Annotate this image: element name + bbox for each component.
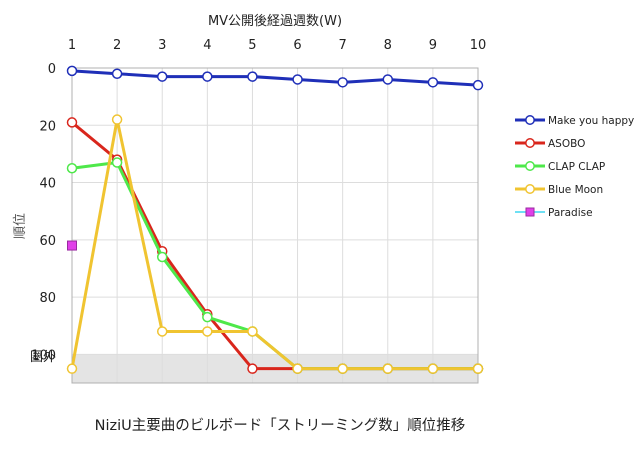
x-tick-label: 8 [384, 38, 392, 53]
line-chart: MV公開後経過週数(W) 1 2 3 4 5 6 7 8 9 10 0 20 40 60 80 100 圏外… [13, 14, 634, 384]
plot-border [71, 67, 479, 384]
data-point [247, 326, 258, 337]
data-point [247, 363, 258, 374]
data-point [66, 363, 78, 374]
legend: Make you happy ASOBO CLAP CLAP Blue Moon Par… [515, 115, 634, 219]
data-point [292, 74, 303, 85]
data-point [472, 79, 484, 91]
plot-background [72, 68, 478, 383]
legend-marker [525, 115, 535, 125]
series [66, 65, 484, 91]
data-point [382, 363, 394, 374]
data-point [292, 363, 303, 374]
data-point [66, 65, 78, 77]
data-point [427, 363, 439, 374]
series-layer [66, 65, 484, 374]
data-point [111, 157, 123, 168]
legend-label: Blue Moon [548, 184, 603, 196]
legend-marker [525, 207, 535, 217]
data-point [66, 117, 78, 128]
legend-item: Blue Moon [515, 184, 603, 196]
y-tick-label: 80 [39, 291, 56, 306]
data-point [156, 326, 168, 337]
y-tick-out-of-chart: 圏外 [30, 350, 56, 365]
legend-marker [525, 184, 535, 194]
data-point [202, 326, 213, 337]
data-point [337, 77, 348, 88]
x-tick-label: 5 [248, 38, 256, 53]
data-point [156, 251, 168, 263]
x-tick-label: 4 [203, 38, 211, 53]
series-line [70, 118, 478, 371]
data-point [382, 74, 394, 85]
data-point [337, 363, 348, 374]
x-tick-label: 10 [470, 38, 487, 53]
legend-item: ASOBO [515, 138, 585, 150]
series-line [71, 69, 479, 87]
data-point [247, 71, 258, 82]
data-point [472, 363, 484, 374]
x-tick-label: 3 [158, 38, 166, 53]
x-axis-ticks: 1 2 3 4 5 6 7 8 9 10 [68, 38, 486, 53]
y-tick-label: 100 [31, 348, 56, 363]
data-point [202, 311, 213, 323]
x-axis-title: MV公開後経過週数(W) [208, 14, 342, 29]
legend-label: ASOBO [548, 138, 585, 150]
legend-label: CLAP CLAP [548, 161, 605, 173]
y-axis-ticks: 0 20 40 60 80 100 [31, 62, 56, 363]
y-axis-title: 順位 [13, 213, 28, 239]
y-tick-label: 60 [39, 234, 56, 249]
legend-marker [525, 138, 535, 148]
data-point-square [67, 240, 77, 251]
legend-label: Make you happy [548, 115, 634, 127]
legend-item: Make you happy [515, 115, 634, 127]
data-point [111, 114, 123, 125]
x-tick-label: 7 [339, 38, 347, 53]
x-tick-label: 9 [429, 38, 437, 53]
legend-marker [525, 161, 535, 171]
x-tick-label: 1 [68, 38, 76, 53]
y-tick-label: 20 [39, 119, 56, 134]
data-point [202, 71, 213, 82]
legend-item: Paradise [515, 207, 593, 219]
series [66, 114, 484, 374]
legend-label: Paradise [548, 207, 593, 219]
data-point [427, 77, 439, 88]
data-point [111, 68, 123, 79]
series [67, 240, 77, 251]
data-point [66, 162, 78, 174]
y-tick-label: 40 [39, 177, 56, 192]
chart-caption: NiziU主要曲のビルボード「ストリーミング数」順位推移 [94, 418, 466, 434]
y-tick-label: 0 [48, 62, 56, 77]
data-point [156, 71, 168, 82]
legend-item: CLAP CLAP [515, 161, 605, 173]
x-tick-label: 2 [113, 38, 121, 53]
x-tick-label: 6 [293, 38, 301, 53]
